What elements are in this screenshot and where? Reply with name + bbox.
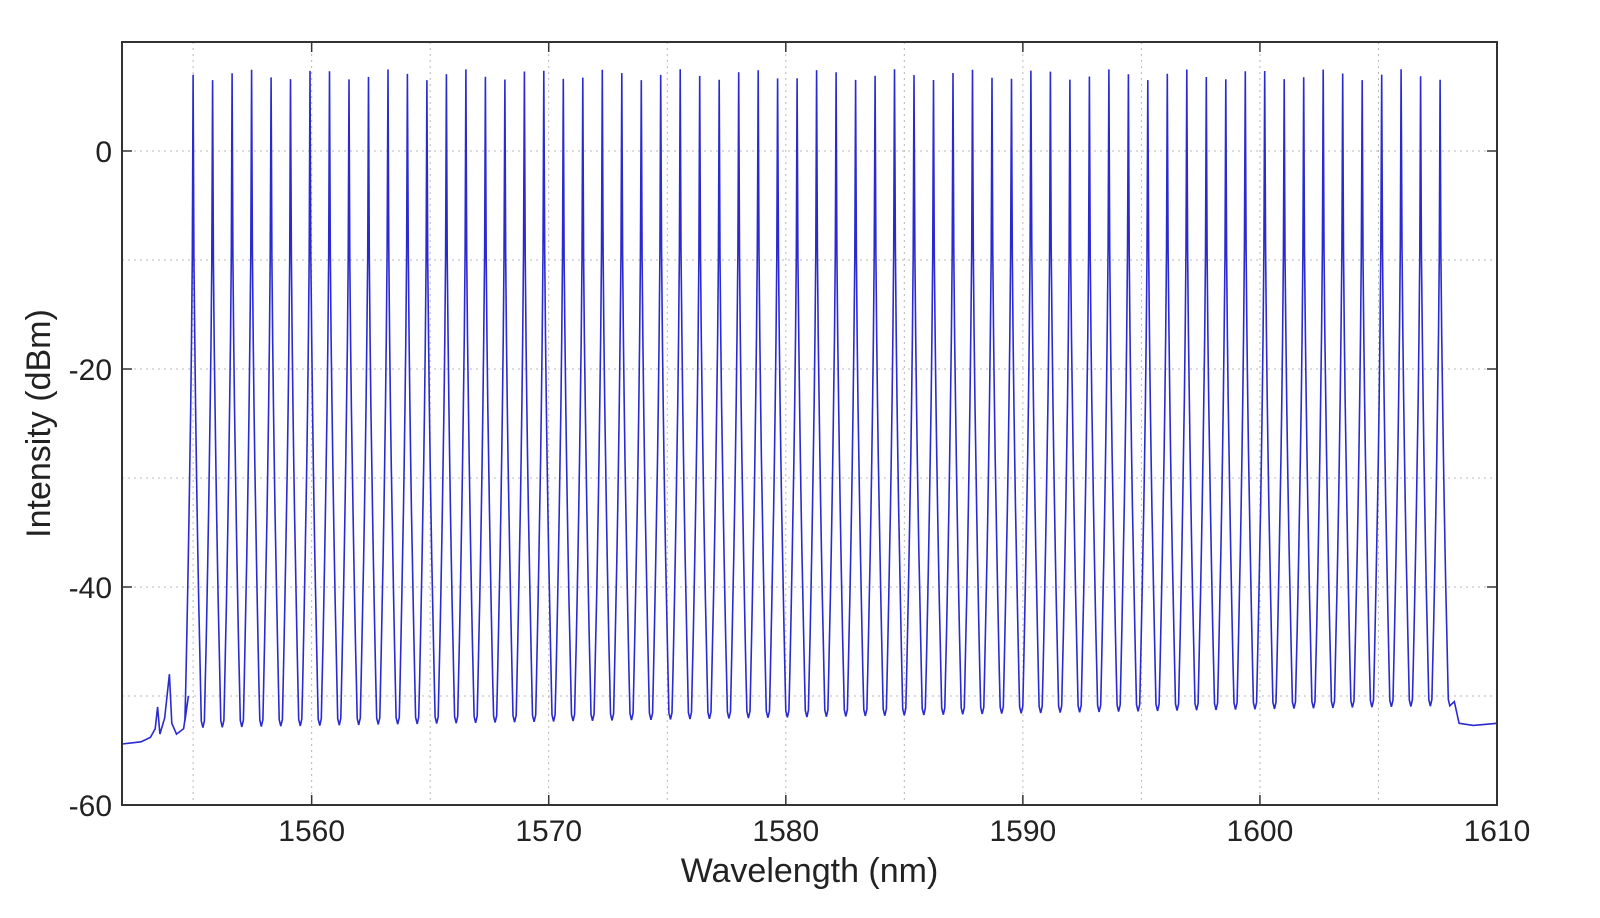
x-axis-label: Wavelength (nm) bbox=[681, 852, 939, 890]
spectrum-line bbox=[121, 69, 1498, 745]
axes: 1560 1570 1580 1590 1600 1610 -60 -40 -20 0 bbox=[69, 41, 1531, 848]
plot-area bbox=[121, 69, 1498, 745]
x-tick-label: 1570 bbox=[515, 815, 582, 848]
x-tick-label: 1560 bbox=[278, 815, 345, 848]
grid-layer bbox=[122, 42, 1497, 805]
y-tick-label: -60 bbox=[69, 790, 112, 823]
y-axis-label: Intensity (dBm) bbox=[20, 309, 58, 538]
y-tick-label: -40 bbox=[69, 572, 112, 605]
y-tick-label: 0 bbox=[95, 136, 112, 169]
x-tick-label: 1580 bbox=[752, 815, 819, 848]
x-tick-label: 1610 bbox=[1464, 815, 1531, 848]
plot-frame bbox=[121, 41, 1498, 806]
x-tick-label: 1600 bbox=[1227, 815, 1294, 848]
y-tick-label: -20 bbox=[69, 354, 112, 387]
x-tick-label: 1590 bbox=[989, 815, 1056, 848]
